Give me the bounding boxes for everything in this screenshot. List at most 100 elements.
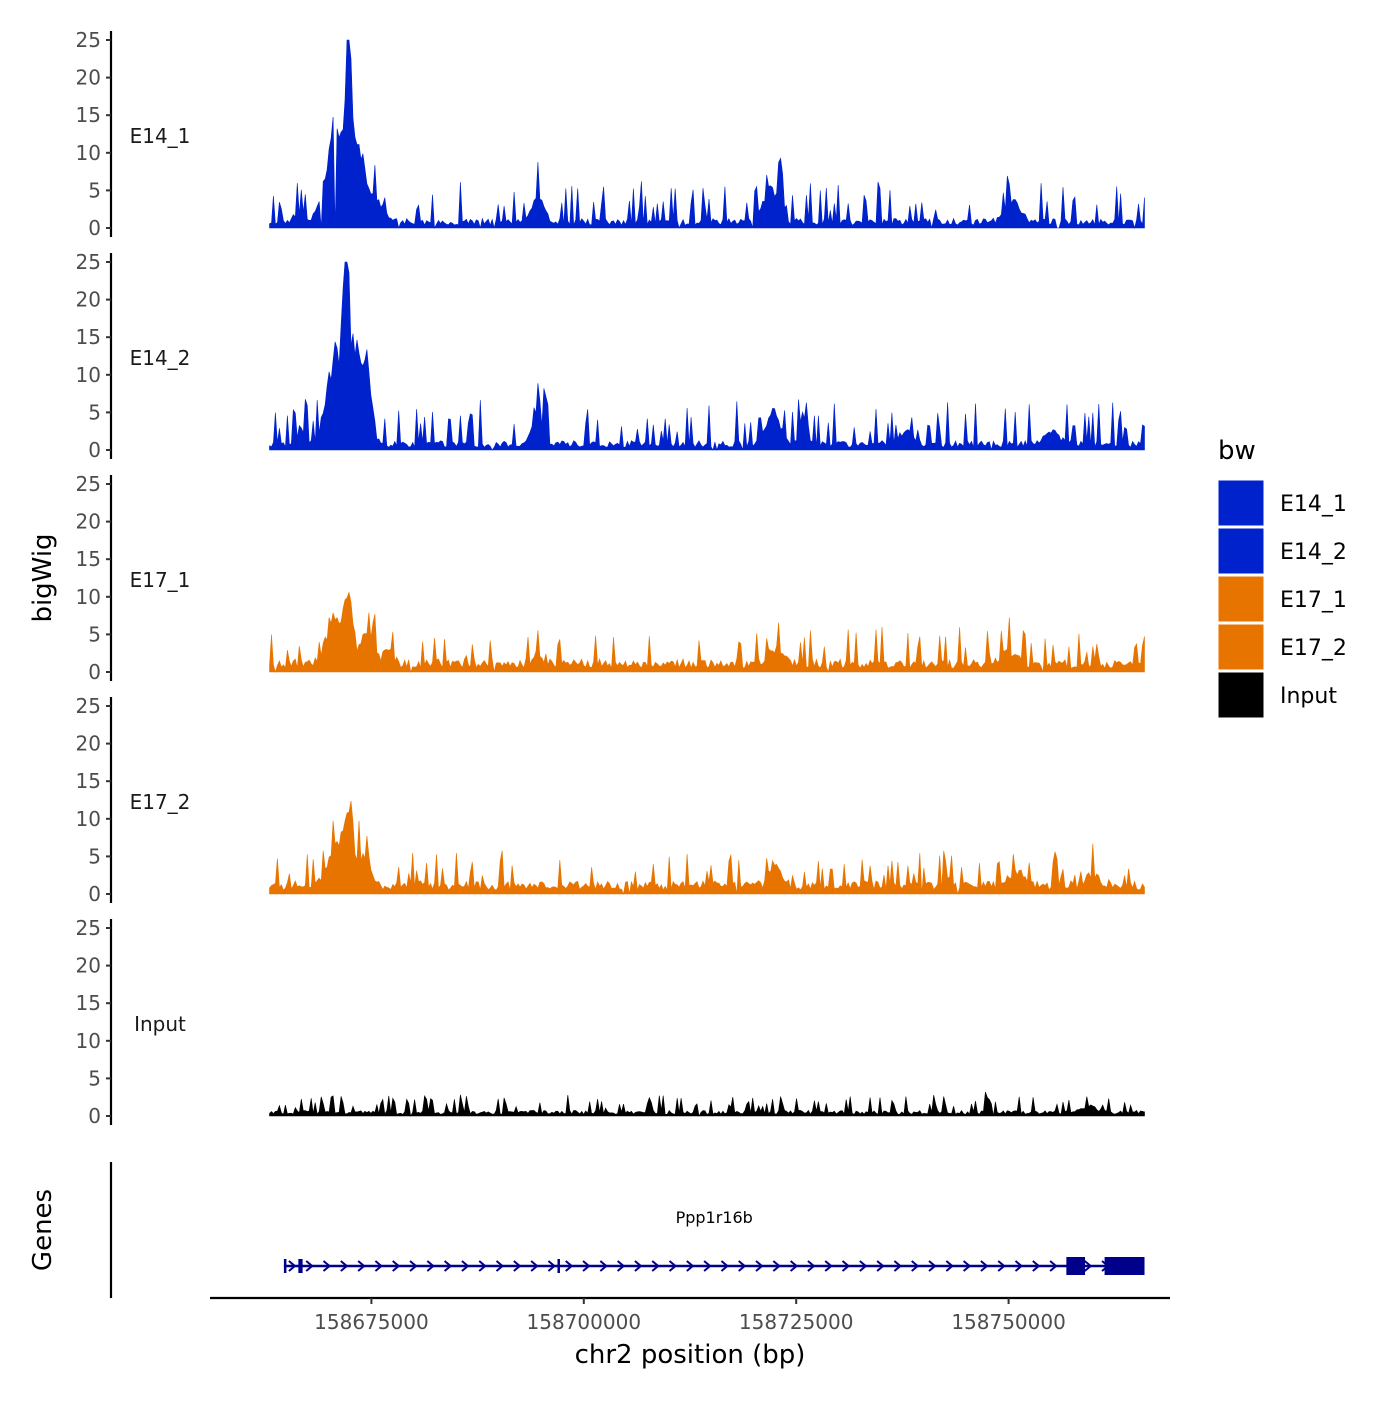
- y-tick-label: 15: [76, 103, 101, 127]
- y-tick-label: 5: [88, 844, 101, 868]
- strand-arrow: [582, 1260, 591, 1272]
- y-tick-label: 5: [88, 622, 101, 646]
- legend-entry: E14_1: [1217, 479, 1347, 527]
- x-tick-label: 158700000: [527, 1310, 642, 1334]
- signal-area: [269, 261, 1145, 452]
- y-tick-label: 10: [76, 1029, 101, 1053]
- y-tick-label: 25: [76, 472, 101, 496]
- strand-arrow: [772, 1260, 781, 1272]
- y-tick-label: 10: [76, 141, 101, 165]
- y-tick-label: 0: [88, 438, 101, 462]
- legend-swatch: [1217, 623, 1265, 671]
- legend: bw E14_1 E14_2 E17_1 E17_2 Input: [1217, 436, 1347, 719]
- strand-arrow: [876, 1260, 885, 1272]
- strand-arrow: [357, 1260, 366, 1272]
- strand-arrow: [392, 1260, 401, 1272]
- strand-arrow: [443, 1260, 453, 1272]
- gene-exon: [298, 1259, 303, 1273]
- y-tick-label: 20: [76, 288, 101, 312]
- strand-arrow: [426, 1260, 435, 1272]
- x-tick-label: 158725000: [739, 1310, 854, 1334]
- track-label: Input: [134, 1012, 186, 1036]
- y-axis-title: bigWig: [28, 533, 58, 622]
- x-axis-title: chr2 position (bp): [575, 1340, 806, 1370]
- strand-arrow: [789, 1260, 799, 1272]
- legend-swatch: [1217, 527, 1265, 575]
- gene-exon: [283, 1259, 287, 1273]
- strand-arrow: [962, 1260, 972, 1272]
- strand-arrow: [547, 1260, 556, 1272]
- strand-arrow: [1032, 1260, 1041, 1272]
- track-panel-e17-1: 0 5 10 15 20 25 E17_1: [76, 472, 1145, 684]
- legend-swatch: [1217, 479, 1265, 527]
- strand-arrow: [738, 1260, 747, 1272]
- signal-area: [269, 39, 1145, 230]
- strand-arrow: [703, 1260, 712, 1272]
- y-tick-label: 20: [76, 732, 101, 756]
- strand-arrow: [634, 1260, 643, 1272]
- track-panel-input: 0 5 10 15 20 25 Input: [76, 916, 1145, 1128]
- gene-exon: [1066, 1257, 1086, 1275]
- strand-arrow: [997, 1260, 1006, 1272]
- signal-area: [269, 800, 1145, 896]
- strand-arrow: [755, 1260, 764, 1272]
- legend-entry: E17_1: [1217, 575, 1347, 623]
- y-tick-label: 5: [88, 178, 101, 202]
- y-tick-label: 10: [76, 807, 101, 831]
- x-axis: 158675000 158700000 158725000 158750000 chr…: [210, 1296, 1170, 1370]
- y-tick-label: 10: [76, 363, 101, 387]
- track-label: E14_1: [130, 124, 191, 148]
- strand-arrow: [824, 1260, 833, 1272]
- y-tick-label: 0: [88, 216, 101, 240]
- strand-arrow: [807, 1260, 816, 1272]
- track-panels: 0 5 10 15 20 25 E14_1 0 5 10 15 20 25 E14_2 0 5 10 15 20 25…: [76, 28, 1145, 1128]
- y-tick-label: 5: [88, 1066, 101, 1090]
- track-label: E14_2: [130, 346, 191, 370]
- legend-entry: E17_2: [1217, 623, 1347, 671]
- track-panel-e17-2: 0 5 10 15 20 25 E17_2: [76, 694, 1145, 906]
- y-tick-label: 15: [76, 991, 101, 1015]
- strand-arrow: [980, 1260, 989, 1272]
- legend-swatch: [1217, 575, 1265, 623]
- legend-entry: E14_2: [1217, 527, 1347, 575]
- gene-ppp1r16b: Ppp1r16b: [283, 1208, 1145, 1275]
- legend-swatch: [1217, 671, 1265, 719]
- strand-arrow: [720, 1260, 729, 1272]
- signal-area: [269, 591, 1145, 674]
- signal-area: [269, 1091, 1145, 1117]
- legend-label: E17_2: [1280, 636, 1347, 661]
- y-tick-label: 0: [88, 660, 101, 684]
- y-tick-label: 15: [76, 769, 101, 793]
- strand-arrow: [945, 1260, 954, 1272]
- gene-label: Ppp1r16b: [676, 1208, 753, 1227]
- gene-glyphs: Ppp1r16b: [283, 1208, 1145, 1275]
- gene-exon: [557, 1259, 560, 1273]
- legend-entries: E14_1 E14_2 E17_1 E17_2 Input: [1217, 479, 1347, 719]
- legend-label: E14_1: [1280, 492, 1347, 517]
- track-label: E17_2: [130, 790, 191, 814]
- legend-entry: Input: [1217, 671, 1337, 719]
- legend-label: Input: [1280, 684, 1337, 709]
- y-tick-label: 25: [76, 694, 101, 718]
- genes-axis-title: Genes: [28, 1189, 58, 1271]
- y-tick-label: 20: [76, 66, 101, 90]
- strand-arrow: [495, 1260, 505, 1272]
- y-tick-label: 5: [88, 400, 101, 424]
- x-tick-label: 158675000: [314, 1310, 429, 1334]
- track-label: E17_1: [130, 568, 191, 592]
- strand-arrow: [322, 1260, 332, 1272]
- track-panel-e14-2: 0 5 10 15 20 25 E14_2: [76, 250, 1145, 462]
- gene-exon: [1104, 1257, 1145, 1275]
- y-tick-label: 20: [76, 510, 101, 534]
- y-tick-label: 10: [76, 585, 101, 609]
- y-tick-label: 25: [76, 28, 101, 52]
- track-panel-e14-1: 0 5 10 15 20 25 E14_1: [76, 28, 1145, 240]
- y-tick-label: 25: [76, 250, 101, 274]
- y-tick-label: 0: [88, 1104, 101, 1128]
- strand-arrow: [1049, 1260, 1058, 1272]
- strand-arrow: [668, 1260, 678, 1272]
- strand-arrow: [599, 1260, 608, 1272]
- strand-arrow: [686, 1260, 695, 1272]
- strand-arrow: [1014, 1260, 1024, 1272]
